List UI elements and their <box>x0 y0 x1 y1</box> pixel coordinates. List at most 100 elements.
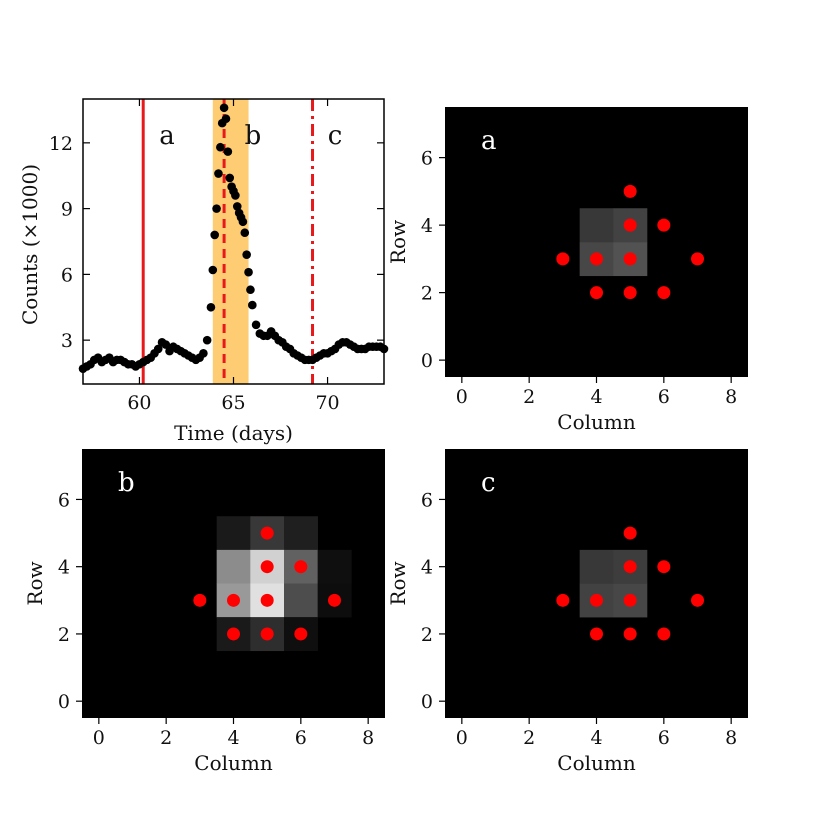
pixel-cell <box>216 516 251 551</box>
aperture-point <box>193 593 207 607</box>
data-point <box>242 250 251 259</box>
x-tick-label: 4 <box>590 386 602 408</box>
data-point <box>161 340 171 349</box>
y-tick-label: 4 <box>421 557 433 579</box>
aperture-point <box>590 252 603 266</box>
x-tick-label: 4 <box>227 727 239 749</box>
aperture-point <box>294 560 308 574</box>
data-point <box>238 217 248 227</box>
aperture-point <box>623 286 637 300</box>
aperture-point <box>623 252 637 266</box>
data-point <box>216 142 225 152</box>
light-curve-panel: a b c 60 65 70 3 6 9 12 Time (days) Counts (×1000) <box>18 98 389 445</box>
data-point <box>199 349 208 358</box>
data-point <box>244 267 253 277</box>
data-point <box>214 169 223 178</box>
aperture-point <box>590 627 603 641</box>
highlight-span <box>212 99 249 384</box>
x-tick-label: 6 <box>295 727 307 749</box>
aperture-point <box>227 593 240 607</box>
aperture-point <box>590 593 603 607</box>
x-tick-label: 0 <box>93 727 105 749</box>
aperture-point <box>657 560 671 574</box>
y-tick-label: 3 <box>61 330 73 352</box>
panel-label: b <box>118 468 135 498</box>
aperture-point <box>691 593 704 607</box>
data-point <box>208 265 218 275</box>
panel-label: a <box>481 126 497 156</box>
x-tick-label: 8 <box>725 386 737 408</box>
x-tick-label: 65 <box>221 392 245 414</box>
aperture-point <box>623 560 637 574</box>
data-point <box>223 147 233 156</box>
x-tick-label: 70 <box>315 392 339 414</box>
x-axis-label: Column <box>557 410 636 434</box>
y-tick-label: 4 <box>421 215 433 237</box>
x-tick-label: 8 <box>725 727 737 749</box>
y-tick-label: 2 <box>421 624 433 646</box>
annotation-a: a <box>159 121 175 151</box>
aperture-point <box>260 526 274 540</box>
y-tick-label: 9 <box>61 199 73 221</box>
aperture-point <box>260 593 274 607</box>
y-tick-label: 4 <box>58 557 70 579</box>
annotation-c: c <box>328 121 343 151</box>
annotation-b: b <box>245 121 262 151</box>
aperture-point <box>623 184 637 198</box>
aperture-point <box>623 593 637 607</box>
x-axis-label: Column <box>557 751 636 775</box>
data-point <box>251 320 261 330</box>
x-axis-label: Column <box>194 751 273 775</box>
y-axis-label: Counts (×1000) <box>18 164 42 325</box>
aperture-point <box>590 286 603 300</box>
y-tick-label: 6 <box>61 264 73 286</box>
pixel-panel-c: c 0 2 4 6 8 0 2 4 6 Column Row <box>386 449 748 775</box>
aperture-point <box>556 252 570 266</box>
aperture-point <box>657 286 671 300</box>
y-tick-label: 6 <box>58 489 70 511</box>
aperture-point <box>294 627 308 641</box>
data-point <box>219 103 229 113</box>
x-tick-label: 60 <box>127 392 151 414</box>
data-point <box>202 335 212 345</box>
y-tick-label: 0 <box>58 691 70 713</box>
pixel-cell <box>579 549 614 584</box>
aperture-point <box>691 252 704 266</box>
data-point <box>232 202 242 211</box>
pixel-panel-a: a 0 2 4 6 8 0 2 4 6 Column Row <box>386 107 748 434</box>
x-tick-label: 4 <box>590 727 602 749</box>
y-tick-label: 6 <box>421 489 433 511</box>
data-point <box>231 191 240 200</box>
aperture-point <box>227 627 240 641</box>
data-point <box>225 173 235 183</box>
data-point <box>212 204 221 213</box>
aperture-point <box>657 218 671 232</box>
aperture-point <box>623 218 637 232</box>
x-tick-label: 2 <box>523 727 535 749</box>
pixel-cell <box>284 583 318 618</box>
aperture-point <box>623 627 637 641</box>
x-tick-label: 8 <box>362 727 374 749</box>
y-tick-label: 2 <box>421 283 433 305</box>
aperture-point <box>260 560 274 574</box>
x-tick-label: 6 <box>658 386 670 408</box>
aperture-point <box>328 593 341 607</box>
y-axis-label: Row <box>386 561 410 605</box>
aperture-point <box>623 526 637 540</box>
y-tick-label: 2 <box>58 624 70 646</box>
y-tick-label: 0 <box>421 691 433 713</box>
y-tick-label: 0 <box>421 350 433 372</box>
aperture-point <box>556 593 570 607</box>
data-point <box>240 228 250 238</box>
pixel-cell <box>216 549 251 584</box>
y-axis-label: Row <box>386 220 410 264</box>
data-point <box>246 285 255 295</box>
data-point <box>153 344 163 354</box>
x-axis-label: Time (days) <box>174 421 293 445</box>
aperture-point <box>260 627 274 641</box>
y-tick-label: 12 <box>49 133 73 155</box>
y-axis-label: Row <box>23 561 47 605</box>
pixel-panel-b: b 0 2 4 6 8 0 2 4 6 Column Row <box>23 449 385 775</box>
x-tick-label: 0 <box>456 727 468 749</box>
